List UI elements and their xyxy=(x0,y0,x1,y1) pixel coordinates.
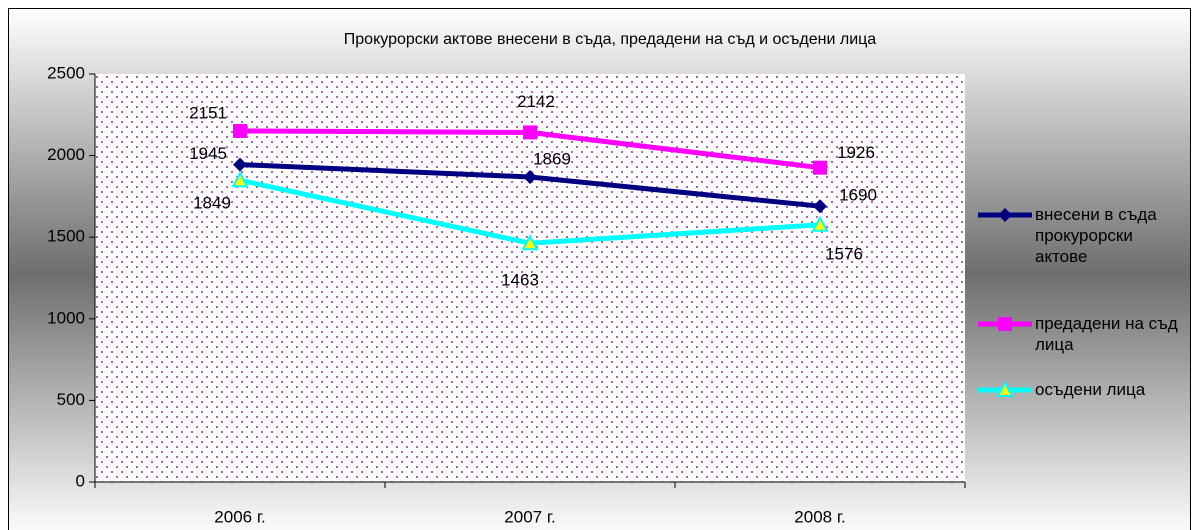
x-tick-label: 2006 г. xyxy=(214,507,265,526)
data-label: 2151 xyxy=(189,103,227,122)
marker xyxy=(996,380,1014,397)
y-tick-label: 1000 xyxy=(47,308,85,327)
marker xyxy=(998,208,1012,222)
marker xyxy=(813,199,827,214)
data-label: 1945 xyxy=(189,144,227,163)
x-tick-label: 2007 г. xyxy=(504,507,555,526)
data-label: 1849 xyxy=(193,194,231,213)
marker xyxy=(233,123,247,138)
y-tick-label: 500 xyxy=(57,390,85,409)
marker xyxy=(813,160,827,175)
marker xyxy=(998,317,1012,331)
legend-label: внесени в съда прокурорски актове xyxy=(1035,205,1157,266)
data-label: 2142 xyxy=(517,92,555,111)
marker xyxy=(231,171,249,188)
legend-label: предадени на съд лица xyxy=(1035,314,1178,354)
y-tick-label: 1500 xyxy=(47,227,85,246)
marker xyxy=(811,215,829,232)
y-tick-label: 0 xyxy=(76,471,85,490)
plot-area xyxy=(95,74,965,482)
data-label: 1463 xyxy=(501,271,539,290)
data-label: 1576 xyxy=(825,244,863,263)
data-label: 1690 xyxy=(839,186,877,205)
marker xyxy=(521,234,539,251)
x-tick-label: 2008 г. xyxy=(794,507,845,526)
data-label: 1926 xyxy=(837,143,875,162)
y-tick-label: 2000 xyxy=(47,145,85,164)
data-label: 1869 xyxy=(533,149,571,168)
marker xyxy=(523,125,537,140)
marker xyxy=(523,169,537,184)
legend-label: осъдени лица xyxy=(1035,380,1146,399)
marker xyxy=(233,157,247,172)
chart-title: Прокурорски актове внесени в съда, преда… xyxy=(344,31,877,48)
y-tick-label: 2500 xyxy=(47,63,85,82)
